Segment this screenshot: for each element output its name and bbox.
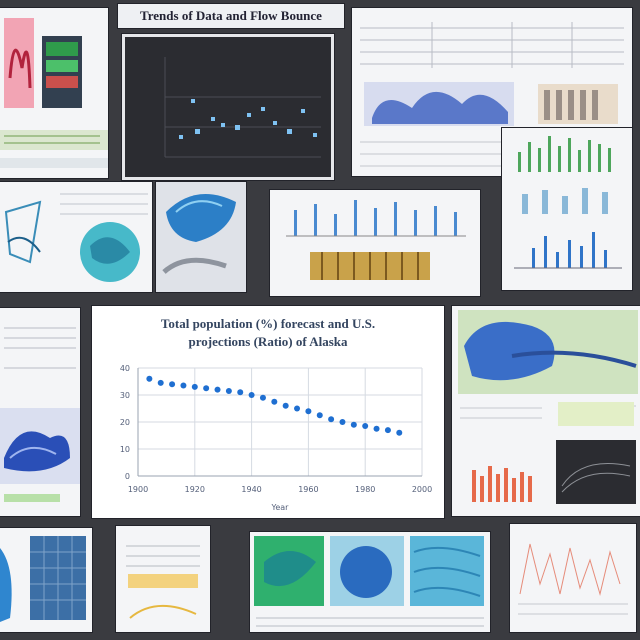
data-point	[203, 385, 210, 392]
data-point	[384, 427, 391, 434]
x-tick-label: 2000	[412, 485, 432, 494]
data-point	[259, 394, 266, 401]
x-tick-label: 1960	[298, 485, 318, 494]
x-axis-label: Year	[271, 503, 290, 512]
panel-right-render	[452, 306, 640, 516]
dark-scatter-panel	[122, 34, 334, 180]
x-tick-label: 1980	[355, 485, 375, 494]
data-point	[248, 392, 255, 398]
data-point	[157, 379, 164, 386]
panel-bar-strip	[270, 190, 480, 296]
x-tick-label: 1900	[128, 485, 148, 494]
data-point	[237, 389, 244, 396]
panel-bottom-grid	[0, 528, 92, 632]
data-point	[305, 408, 312, 415]
x-tick-label: 1940	[241, 485, 261, 494]
main-chart-title-line2: projections (Ratio) of Alaska	[188, 334, 348, 349]
y-tick-label: 0	[125, 472, 130, 481]
data-point	[316, 412, 323, 419]
main-chart-title-line1: Total population (%) forecast and U.S.	[160, 316, 376, 331]
data-point	[339, 419, 346, 425]
main-scatter-plot: 0 10 20 30 40 1900 1920 1940 1960 1980 2000 Year	[120, 364, 432, 512]
data-point	[191, 383, 198, 390]
data-point	[350, 421, 357, 428]
panel-bottom-renders	[250, 532, 490, 632]
data-point	[271, 398, 278, 405]
panel-bottom-lines	[510, 524, 636, 632]
panel-diagram	[0, 182, 152, 292]
panel-3d-render	[156, 182, 246, 292]
data-point	[214, 386, 221, 393]
panel-bottom-doc	[116, 526, 210, 632]
data-point	[328, 416, 335, 423]
y-tick-label: 10	[120, 445, 130, 454]
main-chart-panel: Total population (%) forecast and U.S. p…	[92, 306, 444, 518]
y-tick-label: 30	[120, 391, 130, 400]
data-point	[362, 423, 369, 430]
data-point	[169, 381, 176, 388]
x-tick-label: 1920	[185, 485, 205, 494]
data-point	[146, 375, 153, 382]
panel-heatmap	[0, 8, 108, 178]
y-tick-label: 20	[120, 418, 130, 427]
data-point	[180, 382, 187, 389]
data-point	[373, 425, 380, 432]
panel-green-bars	[502, 128, 632, 290]
data-point	[282, 402, 289, 409]
data-point	[225, 387, 232, 394]
panel-left-render	[0, 308, 80, 516]
data-point	[396, 429, 403, 436]
data-point	[294, 405, 301, 412]
banner-title: Trends of Data and Flow Bounce	[140, 8, 322, 23]
banner-panel: Trends of Data and Flow Bounce	[118, 4, 344, 28]
y-tick-label: 40	[120, 364, 130, 373]
